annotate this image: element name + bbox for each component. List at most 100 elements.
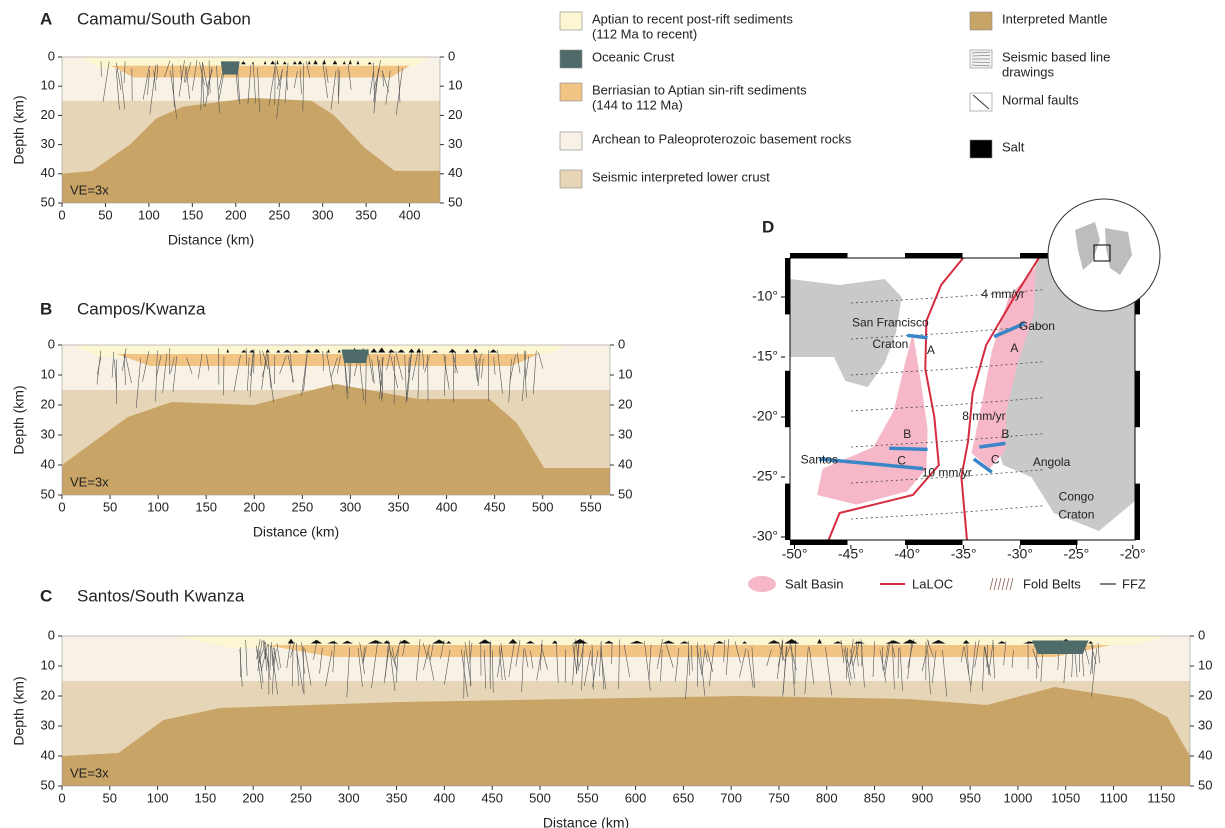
seismic-line <box>974 639 980 668</box>
seismic-line <box>247 65 252 105</box>
map-label: 10 mm/yr <box>922 466 972 480</box>
seismic-line <box>397 65 401 103</box>
y-tick-label-right: 10 <box>618 366 632 381</box>
seismic-line <box>371 359 375 384</box>
seismic-line <box>584 650 591 687</box>
section-line <box>979 441 1006 449</box>
seismic-line <box>216 65 220 114</box>
frame-bar <box>790 253 848 258</box>
salt <box>313 59 318 65</box>
x-tick-label: 200 <box>242 790 264 805</box>
seismic-line <box>271 642 273 666</box>
seismic-line <box>926 639 934 658</box>
salt <box>276 59 279 65</box>
seismic-line <box>522 351 527 401</box>
salt <box>431 350 439 353</box>
y-tick-label-right: 10 <box>448 78 462 93</box>
legend-label: (112 Ma to recent) <box>592 26 697 41</box>
seismic-line <box>296 650 304 693</box>
y-tick-label-right: 20 <box>618 396 632 411</box>
seismic-line <box>751 646 755 688</box>
salt <box>240 61 246 65</box>
salt <box>784 638 800 644</box>
seismic-line <box>782 646 788 697</box>
x-tick-label: 250 <box>290 790 312 805</box>
y-tick-label: 40 <box>41 456 55 471</box>
map-x-tick-label: -20° <box>1120 546 1146 562</box>
plot-frame <box>61 56 441 204</box>
salt <box>604 640 614 644</box>
seismic-line <box>408 357 410 373</box>
seismic-line <box>252 62 257 104</box>
salt <box>525 640 535 644</box>
ve-note: VE=3x <box>70 474 109 489</box>
seismic-line <box>389 648 397 668</box>
seismic-line <box>261 643 269 671</box>
x-tick-label: 750 <box>768 790 790 805</box>
salt <box>1088 641 1094 644</box>
salt <box>508 638 518 644</box>
seismic-line <box>872 641 875 677</box>
salt <box>287 638 295 644</box>
map-y-tick-label: -15° <box>752 348 778 364</box>
x-tick-label: 150 <box>195 499 217 514</box>
y-tick-label: 50 <box>41 486 55 501</box>
y-tick-label: 50 <box>41 194 55 209</box>
map-label: Congo <box>1059 490 1095 504</box>
seismic-line <box>493 357 496 375</box>
x-tick-label: 100 <box>147 499 169 514</box>
seismic-line <box>386 349 392 370</box>
salt <box>367 61 372 65</box>
salt <box>931 639 946 644</box>
seismic-line <box>706 650 714 672</box>
legend-label: Archean to Paleoproterozoic basement roc… <box>592 131 852 146</box>
seismic-line <box>766 649 772 667</box>
seismic-line <box>239 648 243 687</box>
flow-line <box>850 289 1043 304</box>
seismic-line <box>373 62 376 106</box>
seismic-line <box>855 640 859 667</box>
salt <box>679 641 690 644</box>
seismic-line <box>423 644 430 670</box>
legend-label: Interpreted Mantle <box>1002 11 1108 26</box>
y-tick-label: 30 <box>41 136 55 151</box>
seismic-line <box>156 64 159 81</box>
mantle <box>62 687 1190 786</box>
seismic-line <box>96 350 102 385</box>
seismic-line <box>384 640 389 678</box>
flow-line <box>850 433 1043 448</box>
salt <box>489 349 498 353</box>
x-tick-label: 550 <box>577 790 599 805</box>
seismic-line <box>725 639 730 676</box>
legend-label: (144 to 112 Ma) <box>592 97 683 112</box>
seismic-line <box>395 647 399 684</box>
seismic-line <box>931 650 937 684</box>
y-tick-label: 10 <box>41 78 55 93</box>
frame-bar <box>905 253 963 258</box>
y-axis-label: Depth (km) <box>11 676 27 745</box>
seismic-line <box>267 355 274 403</box>
salt <box>263 60 267 65</box>
map-content <box>790 258 1135 540</box>
x-tick-label: 450 <box>481 790 503 805</box>
seismic-line <box>135 358 142 409</box>
seismic-line <box>263 640 270 667</box>
legend-label: Aptian to recent post-rift sediments <box>592 11 793 26</box>
seismic-line <box>406 351 412 402</box>
frame-bar <box>785 370 790 428</box>
legend-salt <box>748 576 776 592</box>
sf-craton <box>790 279 902 387</box>
seismic-line <box>206 354 210 371</box>
seismic-line <box>618 639 620 689</box>
y-tick-label: 20 <box>41 107 55 122</box>
x-tick-label: 1000 <box>1003 790 1032 805</box>
legend-fold <box>1001 577 1006 591</box>
salt <box>378 347 386 353</box>
salt <box>552 640 558 644</box>
seismic-line <box>452 355 455 403</box>
x-tick-label: 200 <box>243 499 265 514</box>
seismic-line <box>1097 643 1100 663</box>
salt <box>416 348 422 353</box>
salt <box>853 641 865 644</box>
seismic-line <box>358 356 365 401</box>
